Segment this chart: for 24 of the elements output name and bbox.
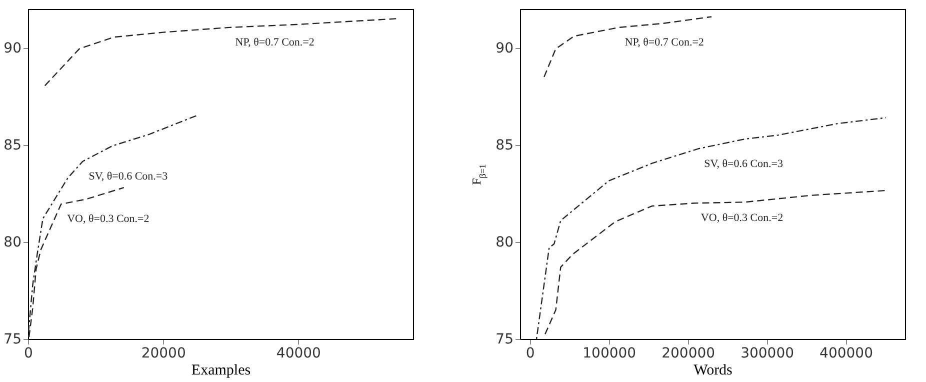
series-label: VO, θ=0.3 Con.=2 [67, 213, 150, 226]
x-tick-label: 200000 [662, 346, 716, 362]
y-tick-label: 80 [496, 234, 514, 250]
y-tick-label: 85 [4, 137, 22, 154]
x-tick-label: 20000 [141, 346, 186, 362]
x-tick-label: 400000 [820, 346, 873, 362]
y-tick-label: 75 [4, 332, 22, 348]
series-label: NP, θ=0.7 Con.=2 [235, 36, 314, 48]
y-tick-label: 75 [496, 332, 514, 348]
x-tick-label: 40000 [276, 346, 321, 362]
x-tick-label: 0 [24, 346, 33, 362]
x-tick-label: 100000 [582, 346, 636, 362]
x-axis-title: Examples [191, 362, 251, 378]
series-label: NP, θ=0.7 Con.=2 [624, 36, 704, 48]
y-tick-label: 90 [496, 40, 514, 56]
x-tick-label: 0 [526, 346, 535, 362]
series-label: SV, θ=0.6 Con.=3 [88, 170, 168, 182]
x-tick-label: 300000 [740, 346, 794, 362]
y-tick-label: 90 [4, 40, 22, 56]
x-axis-title: Words [694, 362, 733, 378]
series-label: VO, θ=0.3 Con.=2 [700, 212, 784, 224]
y-tick-label: 80 [4, 234, 22, 250]
series-label: SV, θ=0.6 Con.=3 [704, 158, 784, 170]
y-tick-label: 85 [496, 137, 514, 154]
